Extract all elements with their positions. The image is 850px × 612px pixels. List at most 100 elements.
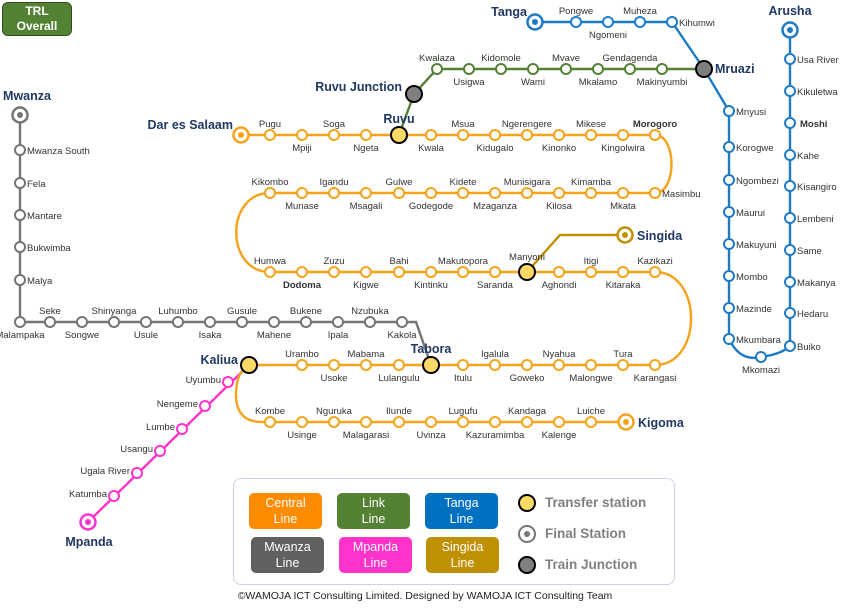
legend-mpanda-line[interactable]: Mpanda Line bbox=[339, 537, 412, 573]
station-itigi[interactable] bbox=[585, 266, 597, 278]
station-bukene[interactable] bbox=[300, 316, 312, 328]
station-same[interactable] bbox=[784, 244, 796, 256]
station-mikese[interactable] bbox=[585, 129, 597, 141]
station-luhumbo[interactable] bbox=[172, 316, 184, 328]
station-usoke[interactable] bbox=[328, 359, 340, 371]
station-zuzu[interactable] bbox=[328, 266, 340, 278]
station-kidete[interactable] bbox=[457, 187, 469, 199]
station-malongwe[interactable] bbox=[585, 359, 597, 371]
station-uvinza[interactable] bbox=[425, 416, 437, 428]
station-mantare[interactable] bbox=[14, 209, 26, 221]
station-malampaka[interactable] bbox=[14, 316, 26, 328]
station-gendagenda[interactable] bbox=[624, 63, 636, 75]
station-malya[interactable] bbox=[14, 274, 26, 286]
station-saranda[interactable] bbox=[489, 266, 501, 278]
station-bukwimba[interactable] bbox=[14, 241, 26, 253]
station-mahene[interactable] bbox=[268, 316, 280, 328]
station-ugala-river[interactable] bbox=[131, 467, 143, 479]
station-lulangulu[interactable] bbox=[393, 359, 405, 371]
station-usinge[interactable] bbox=[296, 416, 308, 428]
station-urambo[interactable] bbox=[296, 359, 308, 371]
station-kandaga[interactable] bbox=[521, 416, 533, 428]
station-makinyumbi[interactable] bbox=[656, 63, 668, 75]
station-luiche[interactable] bbox=[585, 416, 597, 428]
station-ngerengere[interactable] bbox=[521, 129, 533, 141]
station-nzubuka[interactable] bbox=[364, 316, 376, 328]
station-kihumwi[interactable] bbox=[666, 16, 678, 28]
station-kintinku[interactable] bbox=[425, 266, 437, 278]
legend-tanga-line[interactable]: Tanga Line bbox=[425, 493, 498, 529]
station-gusule[interactable] bbox=[236, 316, 248, 328]
station-kombe[interactable] bbox=[264, 416, 276, 428]
station-kazikazi[interactable] bbox=[649, 266, 661, 278]
station-dodoma[interactable] bbox=[296, 266, 308, 278]
station-igandu[interactable] bbox=[328, 187, 340, 199]
station-kigoma[interactable] bbox=[617, 413, 635, 431]
station-kimamba[interactable] bbox=[585, 187, 597, 199]
station-bahi[interactable] bbox=[393, 266, 405, 278]
station-kwala[interactable] bbox=[425, 129, 437, 141]
station-usigwa[interactable] bbox=[463, 63, 475, 75]
station-moshi[interactable] bbox=[784, 117, 796, 129]
station-arusha[interactable] bbox=[781, 21, 799, 39]
station-ngomeni[interactable] bbox=[602, 16, 614, 28]
station-makuyuni[interactable] bbox=[723, 238, 735, 250]
station-makutopora[interactable] bbox=[457, 266, 469, 278]
trl-overall-badge[interactable]: TRL Overall bbox=[2, 2, 72, 36]
station-mazinde[interactable] bbox=[723, 302, 735, 314]
station-kingolwira[interactable] bbox=[617, 129, 629, 141]
station-kidugalo[interactable] bbox=[489, 129, 501, 141]
station-uyumbu[interactable] bbox=[222, 376, 234, 388]
station-lembeni[interactable] bbox=[784, 212, 796, 224]
station-mwanza[interactable] bbox=[11, 106, 29, 124]
station-kakola[interactable] bbox=[396, 316, 408, 328]
station-hedaru[interactable] bbox=[784, 307, 796, 319]
station-igalula[interactable] bbox=[489, 359, 501, 371]
legend-central-line[interactable]: Central Line bbox=[249, 493, 322, 529]
station-mwanza-south[interactable] bbox=[14, 144, 26, 156]
station-kalenge[interactable] bbox=[553, 416, 565, 428]
station-manyoni[interactable] bbox=[518, 263, 536, 281]
station-mruazi[interactable] bbox=[695, 60, 713, 78]
station-pugu[interactable] bbox=[264, 129, 276, 141]
station-kazuramimba[interactable] bbox=[489, 416, 501, 428]
station-msua[interactable] bbox=[457, 129, 469, 141]
station-munase[interactable] bbox=[296, 187, 308, 199]
station-kwalaza[interactable] bbox=[431, 63, 443, 75]
station-ngeta[interactable] bbox=[360, 129, 372, 141]
station-mombo[interactable] bbox=[723, 270, 735, 282]
station-kikuletwa[interactable] bbox=[784, 85, 796, 97]
station-kaliua[interactable] bbox=[240, 356, 258, 374]
station-singida[interactable] bbox=[616, 226, 634, 244]
station-tura[interactable] bbox=[617, 359, 629, 371]
station-munisigara[interactable] bbox=[521, 187, 533, 199]
station-mabama[interactable] bbox=[360, 359, 372, 371]
station-mvave[interactable] bbox=[560, 63, 572, 75]
station-dar-es-salaam[interactable] bbox=[232, 126, 250, 144]
station-muheza[interactable] bbox=[634, 16, 646, 28]
station-shinyanga[interactable] bbox=[108, 316, 120, 328]
station-songwe[interactable] bbox=[76, 316, 88, 328]
station-itulu[interactable] bbox=[457, 359, 469, 371]
station-korogwe[interactable] bbox=[723, 141, 735, 153]
station-mkata[interactable] bbox=[617, 187, 629, 199]
station-gulwe[interactable] bbox=[393, 187, 405, 199]
station-mzaganza[interactable] bbox=[489, 187, 501, 199]
legend-link-line[interactable]: Link Line bbox=[337, 493, 410, 529]
station-tabora[interactable] bbox=[422, 356, 440, 374]
station-fela[interactable] bbox=[14, 177, 26, 189]
station-aghondi[interactable] bbox=[553, 266, 565, 278]
station-morogoro[interactable] bbox=[649, 129, 661, 141]
station-mkumbara[interactable] bbox=[723, 333, 735, 345]
station-pongwe[interactable] bbox=[570, 16, 582, 28]
station-mkomazi[interactable] bbox=[755, 351, 767, 363]
station-nengeme[interactable] bbox=[199, 400, 211, 412]
station-malagarasi[interactable] bbox=[360, 416, 372, 428]
station-lugufu[interactable] bbox=[457, 416, 469, 428]
station-ngombezi[interactable] bbox=[723, 174, 735, 186]
station-goweko[interactable] bbox=[521, 359, 533, 371]
station-soga[interactable] bbox=[328, 129, 340, 141]
station-mkalamo[interactable] bbox=[592, 63, 604, 75]
legend-singida-line[interactable]: Singida Line bbox=[426, 537, 499, 573]
station-mpanda[interactable] bbox=[79, 513, 97, 531]
